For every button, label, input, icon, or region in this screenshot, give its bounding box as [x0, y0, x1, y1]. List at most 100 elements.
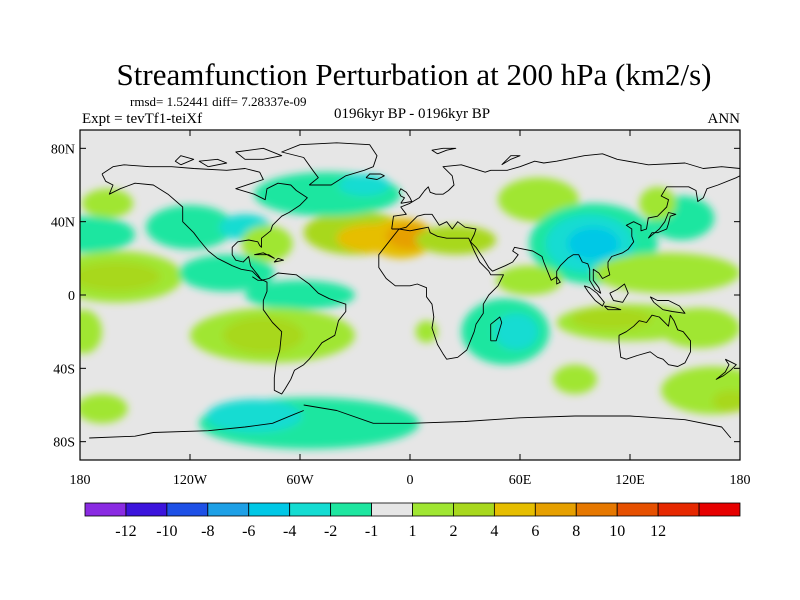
anomaly-region-35	[659, 307, 740, 349]
coastline-3	[391, 175, 740, 294]
colorbar-label: 10	[609, 523, 625, 540]
y-tick-label: 0	[68, 289, 75, 304]
colorbar-swatch-1	[125, 502, 168, 517]
colorbar-swatch-6	[330, 502, 372, 517]
colorbar-swatch-10	[493, 502, 536, 517]
coastline-23	[431, 147, 457, 155]
anomaly-region-15	[567, 227, 619, 261]
colorbar-swatch-15	[698, 502, 741, 517]
colorbar-swatch-2	[166, 502, 209, 517]
colorbar-swatch-0	[84, 502, 127, 517]
anomaly-region-37	[661, 366, 740, 415]
season-label: ANN	[708, 111, 741, 127]
colorbar-label: -4	[283, 523, 296, 540]
coastline-18	[303, 404, 732, 439]
y-tick-label: 40N	[51, 216, 75, 231]
anomaly-region-9	[415, 225, 497, 255]
x-tick-label: 120E	[615, 473, 645, 488]
colorbar-label: 8	[572, 523, 580, 540]
anomaly-region-23	[245, 280, 355, 310]
experiment-label: Expt = tevTf1-teiXf	[82, 111, 202, 127]
coastline-21	[198, 158, 228, 168]
coastline-20	[235, 147, 283, 160]
anomaly-region-21	[80, 262, 161, 292]
coastline-1	[281, 142, 378, 186]
x-tick-label: 60E	[509, 473, 532, 488]
anomaly-region-36	[553, 364, 597, 395]
coastline-17	[715, 358, 737, 380]
y-tick-label: 80N	[51, 142, 75, 157]
anomaly-region-0	[81, 188, 134, 218]
colorbar-swatch-5	[289, 502, 332, 517]
anomaly-region-25	[223, 317, 304, 354]
colorbar: -12 -10 -8 -6 -4 -2 -1 1 2 4 6 8 10 12	[84, 502, 741, 540]
x-tick-label: 60W	[286, 473, 314, 488]
anomaly-region-2	[146, 205, 234, 250]
coastline-9	[603, 305, 622, 311]
colorbar-label: 4	[490, 523, 498, 540]
colorbar-label: -6	[242, 523, 255, 540]
colorbar-swatch-12	[575, 502, 618, 517]
chart-title: Streamfunction Perturbation at 200 hPa (…	[117, 57, 712, 92]
anomaly-region-17	[639, 186, 676, 220]
coastline-25	[556, 276, 561, 285]
colorbar-swatch-4	[248, 502, 291, 517]
coastline-2	[391, 153, 740, 230]
anomaly-region-28	[206, 399, 302, 433]
colorbar-label: 1	[409, 523, 417, 540]
coastline-19	[89, 410, 304, 439]
coastline-6	[618, 314, 691, 367]
x-tick-label: 180	[70, 473, 91, 488]
colorbar-swatch-13	[616, 502, 659, 517]
map-background	[80, 130, 740, 460]
colorbar-label: -8	[201, 523, 214, 540]
coastline-24	[501, 155, 521, 166]
anomaly-region-4	[241, 225, 293, 262]
coastline-layer	[89, 142, 740, 439]
axis-layer: 180 120W 60W 0 60E 120E 180 80N 40N 0 40S 80S	[51, 130, 751, 488]
colorbar-swatch-14	[657, 502, 700, 517]
x-tick-label: 120W	[173, 473, 208, 488]
coastline-4	[378, 226, 504, 360]
coastline-13	[365, 173, 385, 180]
anomaly-region-26	[80, 309, 102, 354]
coastline-16	[254, 252, 275, 259]
coastline-11	[649, 296, 686, 314]
map-panel	[79, 129, 741, 461]
anomaly-region-19	[496, 265, 563, 296]
x-tick-label: 0	[407, 473, 414, 488]
coastline-0	[101, 164, 347, 395]
anomaly-region-18	[593, 252, 740, 294]
anomaly-region-32	[415, 320, 438, 343]
anomaly-region-29	[80, 394, 128, 424]
coastline-14	[252, 276, 264, 281]
x-tick-label: 180	[730, 473, 751, 488]
coastline-7	[647, 212, 677, 239]
coastline-10	[609, 283, 629, 303]
y-tick-label: 40S	[53, 362, 75, 377]
period-label: 0196kyr BP - 0196kyr BP	[334, 106, 490, 122]
coastline-22	[174, 155, 195, 166]
y-tick-label: 80S	[53, 436, 75, 451]
colorbar-swatch-7	[371, 502, 413, 517]
colorbar-swatch-11	[534, 502, 577, 517]
coastline-15	[273, 257, 284, 263]
anomaly-region-38	[712, 390, 740, 413]
colorbar-label: -2	[324, 523, 337, 540]
anomaly-region-1	[80, 216, 135, 253]
colorbar-label: -10	[156, 523, 177, 540]
colorbar-label: 2	[449, 523, 457, 540]
stats-label: rmsd= 1.52441 diff= 7.28337e-09	[130, 94, 307, 109]
colorbar-label: -12	[115, 523, 136, 540]
colorbar-swatch-3	[207, 502, 250, 517]
anomaly-region-31	[494, 313, 539, 350]
coastline-8	[583, 285, 605, 307]
colorbar-label: 6	[531, 523, 539, 540]
colorbar-label: 12	[650, 523, 666, 540]
colorbar-label: -1	[365, 523, 378, 540]
colorbar-swatch-8	[412, 502, 454, 517]
colorbar-swatch-9	[453, 502, 495, 517]
anomaly-region-34	[571, 307, 653, 330]
coastline-5	[490, 316, 503, 342]
